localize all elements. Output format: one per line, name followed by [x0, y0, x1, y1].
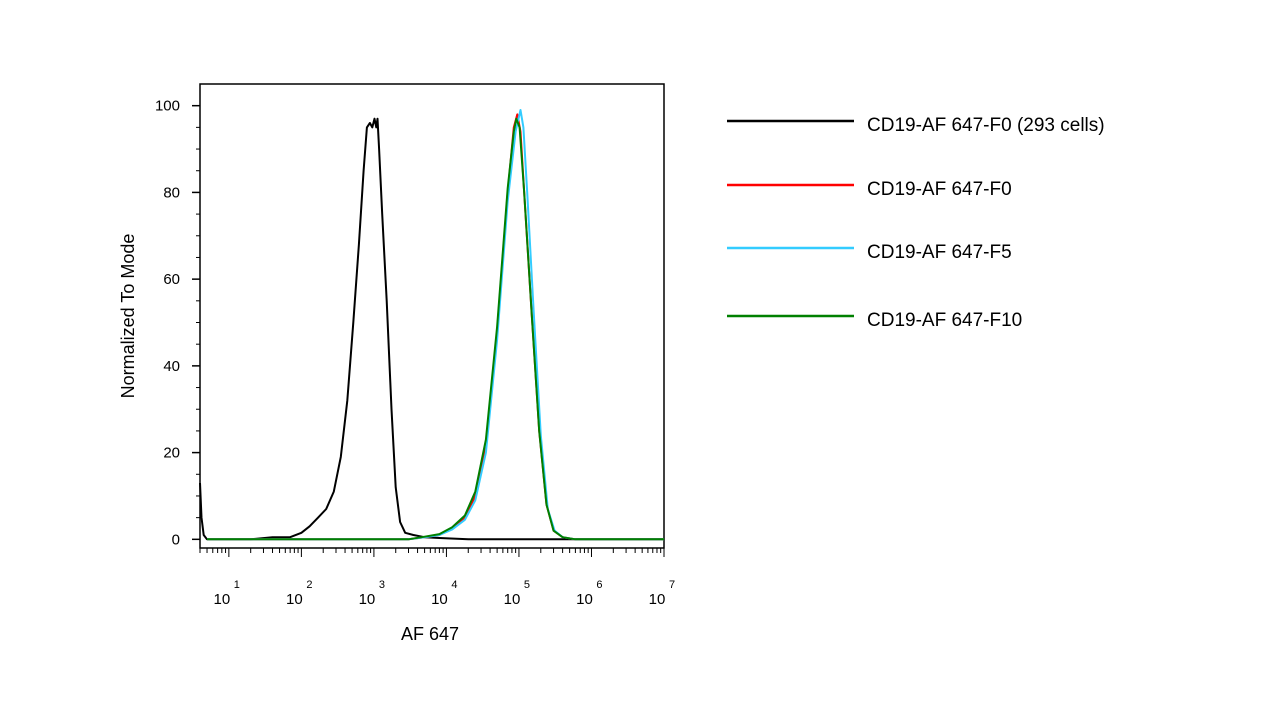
x-tick-label: 10 [359, 591, 376, 608]
x-tick-exponent: 5 [524, 579, 530, 591]
legend-label-3: CD19-AF 647-F5 [867, 242, 1012, 263]
y-tick-label: 60 [163, 271, 180, 288]
y-tick-label: 0 [172, 531, 180, 548]
x-axis-title: AF 647 [401, 624, 459, 644]
y-tick-label: 80 [163, 184, 180, 201]
x-tick-label: 10 [286, 591, 303, 608]
x-tick-label: 10 [431, 591, 448, 608]
legend-label-4: CD19-AF 647-F10 [867, 310, 1022, 331]
y-axis-title: Normalized To Mode [118, 234, 138, 399]
legend: CD19-AF 647-F0 (293 cells) CD19-AF 647-F0… [727, 115, 1105, 331]
series-line-1 [199, 117, 664, 541]
series-line-4 [207, 117, 664, 541]
y-tick-label: 40 [163, 358, 180, 375]
x-tick-exponent: 1 [234, 579, 240, 591]
x-tick-exponent: 4 [451, 579, 457, 591]
y-tick-label: 100 [155, 98, 180, 115]
x-tick-exponent: 3 [379, 579, 385, 591]
y-tick-label: 20 [163, 445, 180, 462]
x-tick-label: 10 [649, 591, 666, 608]
x-tick-label: 10 [576, 591, 593, 608]
x-tick-exponent: 2 [306, 579, 312, 591]
series-line-3 [207, 109, 664, 541]
x-tick-exponent: 6 [596, 579, 602, 591]
series-line-2 [207, 113, 664, 541]
series-layer [199, 109, 664, 541]
x-tick-label: 10 [504, 591, 521, 608]
x-tick-exponent: 7 [669, 579, 675, 591]
y-axis: 0 20 40 60 80 100 [155, 98, 200, 548]
legend-label-1: CD19-AF 647-F0 (293 cells) [867, 115, 1105, 136]
legend-label-2: CD19-AF 647-F0 [867, 179, 1012, 200]
x-tick-label: 10 [214, 591, 231, 608]
plot-frame [199, 83, 665, 549]
